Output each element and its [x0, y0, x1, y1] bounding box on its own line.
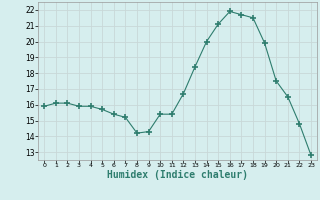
X-axis label: Humidex (Indice chaleur): Humidex (Indice chaleur)	[107, 170, 248, 180]
